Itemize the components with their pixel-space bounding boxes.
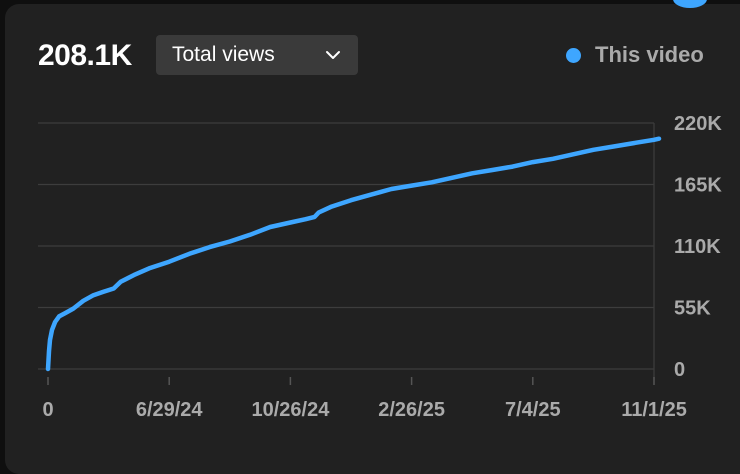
x-tick-label-2: 10/26/24: [251, 399, 330, 421]
y-tick-label-1: 55K: [674, 298, 711, 320]
y-tick-label-4: 220K: [674, 113, 722, 135]
chart-legend: This video: [566, 42, 704, 68]
x-tick-label-3: 2/26/25: [378, 399, 445, 421]
legend-dot: [566, 47, 581, 63]
legend-label: This video: [595, 42, 704, 67]
series-line-0: [45, 136, 662, 372]
chevron-down-icon: [326, 51, 340, 59]
views-chart: 0 55K 110K 165K 220K 0 6/29/24 10/26/24 2/26/25 7…: [38, 113, 722, 421]
x-tick-label-5: 11/1/25: [621, 399, 687, 421]
y-tick-label-2: 110K: [674, 236, 721, 258]
y-tick-label-3: 165K: [674, 175, 722, 197]
y-tick-label-0: 0: [674, 359, 685, 381]
metric-dropdown-label: Total views: [172, 43, 275, 66]
x-tick-label-0: 0: [42, 399, 53, 421]
x-tick-label-4: 7/4/25: [505, 399, 561, 421]
metric-total: 208.1K: [38, 39, 132, 72]
x-tick-label-1: 6/29/24: [136, 399, 204, 421]
metric-dropdown[interactable]: Total views: [156, 35, 358, 75]
corner-indicator: [673, 0, 707, 8]
views-card: [5, 0, 740, 474]
